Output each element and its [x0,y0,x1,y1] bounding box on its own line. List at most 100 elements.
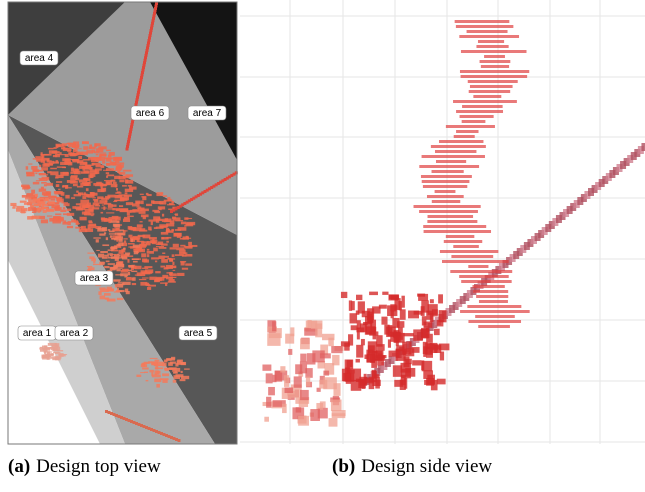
route-segment [145,269,153,273]
route-segment [63,207,66,209]
route-segment [119,205,123,207]
route-segment [88,208,93,212]
elevation-segment [396,345,404,351]
route-segment [165,368,169,371]
route-segment [127,259,129,263]
route-segment [118,282,122,283]
route-segment [89,224,96,226]
route-segment [141,364,144,367]
elevation-segment [412,347,420,353]
elevation-segment [423,225,486,228]
route-segment [126,148,129,151]
elevation-segment [421,175,472,178]
route-segment [31,190,35,194]
elevation-segment [366,350,373,363]
route-segment [115,158,119,160]
elevation-segment [423,322,432,328]
route-segment [117,298,124,300]
route-segment [111,162,116,165]
route-segment [71,197,75,199]
route-segment [125,192,128,194]
elevation-segment [467,305,521,308]
route-segment [116,188,118,191]
route-segment [127,213,130,216]
route-segment [153,248,158,252]
elevation-segment [397,321,404,328]
route-segment [30,205,34,207]
elevation-segment [476,45,508,48]
elevation-segment [422,180,470,183]
route-segment [150,229,152,231]
elevation-segment [311,321,322,329]
route-segment [132,283,136,285]
route-segment [162,252,165,254]
route-segment [182,268,188,270]
elevation-segment [307,320,311,328]
route-segment [43,354,49,357]
route-segment [132,203,140,206]
elevation-segment [272,375,276,382]
elevation-segment [460,115,494,118]
route-segment [35,194,38,197]
route-segment [110,253,113,256]
route-segment [137,208,142,209]
elevation-segment [310,409,320,421]
route-segment [142,363,147,365]
elevation-segment [435,190,456,193]
route-segment [82,141,89,144]
route-segment [92,157,100,158]
route-segment [188,245,197,247]
route-segment [56,181,62,183]
elevation-segment [431,145,486,148]
route-segment [33,194,35,195]
elevation-segment [323,371,329,376]
route-segment [106,163,109,165]
route-segment [101,188,106,192]
route-segment [12,207,15,209]
elevation-segment [479,300,508,303]
route-segment [26,173,34,177]
elevation-segment [440,250,498,253]
route-segment [99,152,107,153]
elevation-segment [381,317,387,325]
route-segment [38,207,44,210]
route-segment [115,258,119,261]
route-segment [84,170,89,173]
elevation-segment [481,65,509,68]
route-segment [101,212,104,214]
route-segment [175,220,183,221]
route-segment [110,267,117,269]
elevation-segment [472,285,504,288]
route-segment [179,249,185,252]
elevation-segment [446,235,475,238]
route-segment [31,217,39,220]
route-segment [123,170,132,172]
elevation-segment [470,85,513,88]
caption-label: (b) [332,456,355,477]
route-segment [168,281,176,283]
route-segment [117,288,119,290]
route-segment [100,183,104,187]
elevation-segment [401,296,404,308]
route-segment [48,343,57,346]
route-segment [92,197,96,198]
route-segment [139,279,146,280]
side-view-panel [240,0,645,444]
elevation-segment [436,160,466,163]
elevation-segment [468,320,521,323]
route-segment [143,259,149,262]
route-segment [41,355,43,359]
route-segment [51,196,56,198]
route-segment [151,362,157,365]
route-segment [147,287,151,290]
route-segment [106,212,114,213]
route-segment [80,152,88,156]
elevation-segment [362,311,370,317]
route-segment [46,177,49,181]
route-segment [21,185,29,187]
route-segment [170,273,177,276]
route-segment [53,217,59,220]
route-segment [108,249,114,250]
route-segment [81,208,85,211]
elevation-segment [264,417,269,422]
